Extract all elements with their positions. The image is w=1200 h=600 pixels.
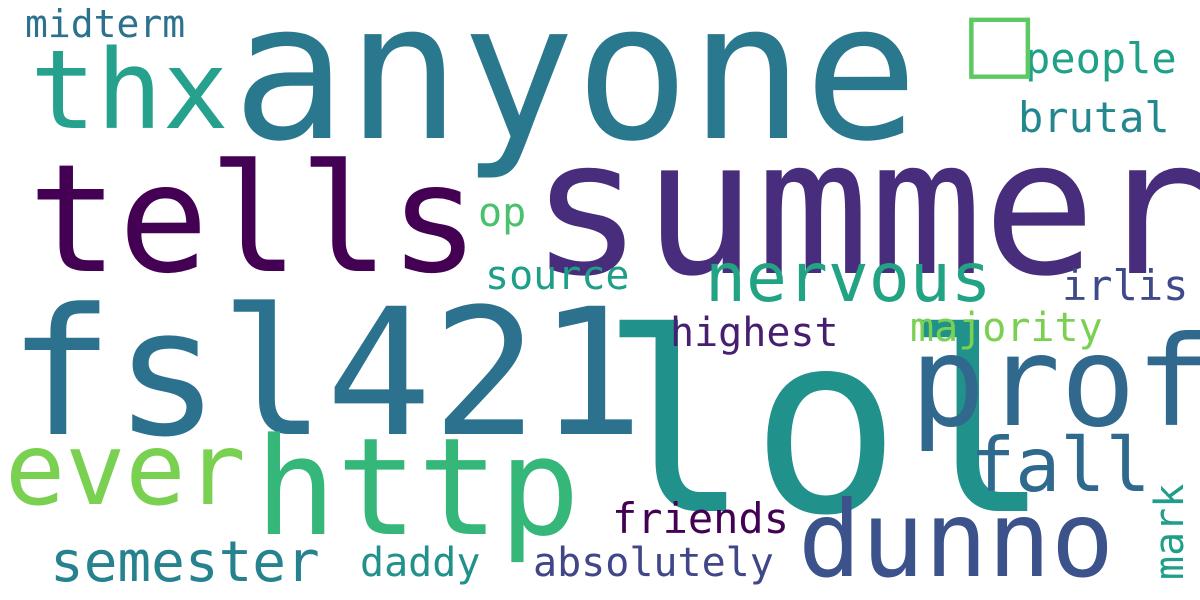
word-friends: friends (612, 494, 790, 543)
word-tells: tells (28, 133, 480, 307)
word-irlis: irlis (1062, 261, 1189, 310)
word-nervous: nervous (705, 239, 992, 318)
word-mark: mark (1147, 483, 1193, 580)
word-fsl421: fsl421 (8, 271, 644, 476)
word-lol: lol (600, 279, 1052, 570)
word-majority: majority (910, 305, 1103, 351)
word-absolutely: absolutely (533, 540, 774, 586)
word-ever: ever (5, 411, 246, 528)
word-dunno: dunno (798, 479, 1115, 600)
word-brutal: brutal (1018, 93, 1170, 142)
word-http: http (255, 409, 581, 566)
word-semester: semester (50, 530, 320, 595)
word-summer: summer (530, 99, 1200, 318)
word-midterm: midterm (25, 2, 186, 46)
word-source: source (485, 253, 630, 299)
word-people: people (1025, 34, 1177, 83)
emoji-placeholder-icon: □ (962, 0, 1038, 88)
word-thx: thx (30, 26, 229, 154)
word-anyone: anyone (232, 0, 919, 183)
word-fall: fall (970, 421, 1151, 509)
word-prof: prof (910, 310, 1200, 455)
word-highest: highest (670, 310, 839, 356)
word-op: op (478, 190, 527, 236)
word-daddy: daddy (360, 540, 481, 586)
